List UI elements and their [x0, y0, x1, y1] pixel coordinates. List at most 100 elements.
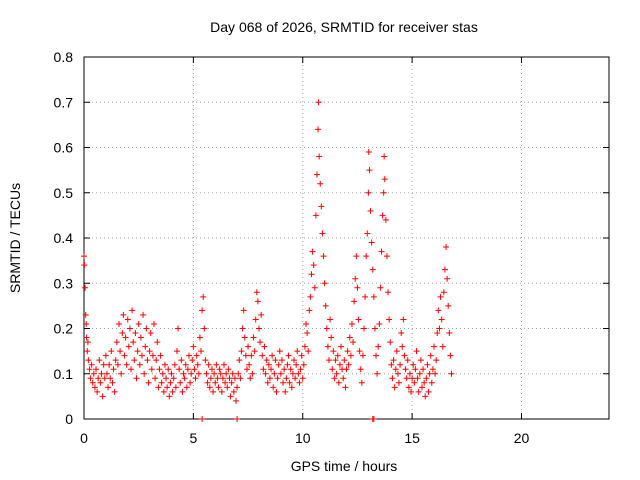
data-point: [214, 375, 221, 382]
data-point: [211, 370, 218, 377]
x-tick-label: 15: [404, 430, 420, 446]
data-point: [340, 375, 347, 382]
data-point: [362, 293, 369, 300]
data-point: [202, 357, 209, 364]
data-point: [176, 366, 183, 373]
data-point: [103, 370, 110, 377]
data-point: [194, 361, 201, 368]
data-point: [350, 339, 357, 346]
data-point: [391, 384, 398, 391]
data-point: [230, 388, 237, 395]
data-point: [278, 357, 285, 364]
data-point: [383, 253, 390, 260]
data-point: [82, 284, 89, 291]
data-point: [368, 239, 375, 246]
data-point-outlier: [234, 416, 241, 422]
data-point: [146, 348, 153, 355]
data-point: [234, 384, 241, 391]
data-point: [373, 352, 380, 359]
data-point: [282, 388, 289, 395]
data-point: [296, 379, 303, 386]
data-point: [172, 384, 179, 391]
data-point: [431, 343, 437, 350]
data-point: [144, 357, 151, 364]
data-point: [371, 325, 378, 332]
data-point: [354, 284, 361, 291]
data-point: [262, 370, 269, 377]
data-point: [196, 334, 203, 341]
data-point: [417, 357, 424, 364]
data-point: [298, 352, 305, 359]
data-point: [377, 284, 384, 291]
data-point: [99, 393, 106, 400]
data-point: [270, 384, 277, 391]
data-point: [221, 361, 227, 368]
data-point: [421, 379, 428, 386]
data-point: [203, 370, 210, 377]
data-point: [189, 357, 196, 364]
chart-title: Day 068 of 2026, SRMTID for receiver sta…: [210, 19, 478, 35]
data-point: [323, 325, 330, 332]
data-point: [164, 384, 171, 391]
data-point: [434, 330, 441, 337]
data-point: [356, 348, 363, 355]
data-point: [307, 293, 314, 300]
data-point: [133, 375, 140, 382]
data-point: [305, 348, 312, 355]
data-point: [136, 361, 143, 368]
data-point: [210, 388, 217, 395]
data-point: [168, 370, 175, 377]
data-point: [315, 99, 322, 106]
data-point: [292, 375, 299, 382]
data-point: [96, 357, 103, 364]
x-tick-label: 0: [80, 430, 88, 446]
data-point: [237, 375, 244, 382]
data-point: [177, 379, 184, 386]
data-point: [156, 366, 163, 373]
data-point: [321, 280, 328, 287]
data-point: [125, 343, 132, 350]
y-tick-label: 0.2: [54, 321, 74, 337]
data-point: [330, 348, 337, 355]
data-point: [179, 388, 186, 395]
data-point: [273, 388, 280, 395]
data-point: [82, 311, 89, 318]
data-point: [193, 352, 200, 359]
data-point: [180, 370, 187, 377]
data-point: [241, 334, 248, 341]
data-point: [81, 253, 87, 260]
data-point: [215, 384, 222, 391]
data-point: [218, 388, 225, 395]
data-point: [110, 366, 117, 373]
data-point: [163, 375, 170, 382]
data-point: [294, 348, 301, 355]
data-point: [276, 348, 283, 355]
data-point: [280, 379, 287, 386]
data-point: [328, 334, 335, 341]
data-point: [158, 379, 165, 386]
data-point: [448, 370, 455, 377]
data-point: [313, 171, 320, 178]
data-point: [235, 370, 242, 377]
data-point: [170, 375, 177, 382]
data-point: [83, 320, 90, 327]
data-point: [137, 334, 144, 341]
data-point: [122, 334, 129, 341]
data-point: [81, 262, 88, 269]
data-point: [402, 366, 409, 373]
data-point: [102, 352, 109, 359]
data-point: [281, 366, 288, 373]
y-tick-label: 0.6: [54, 140, 74, 156]
y-tick-label: 0.8: [54, 49, 74, 65]
data-point: [335, 379, 342, 386]
data-point: [433, 357, 440, 364]
data-point: [253, 289, 260, 296]
data-point: [117, 348, 124, 355]
data-point: [240, 307, 247, 314]
data-point: [423, 375, 430, 382]
y-tick-label: 0.7: [54, 94, 74, 110]
data-point: [379, 212, 386, 219]
data-point: [101, 375, 108, 382]
y-tick-label: 0.1: [54, 366, 74, 382]
